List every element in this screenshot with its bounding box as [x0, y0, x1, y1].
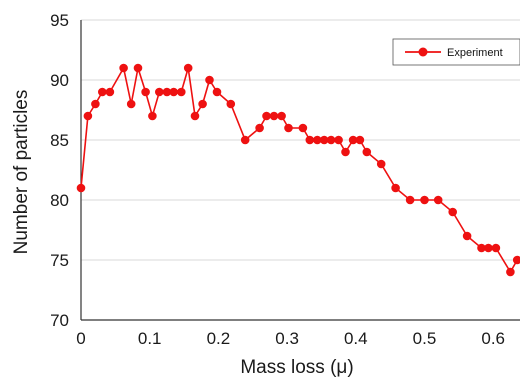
- data-point[interactable]: [305, 135, 315, 145]
- data-point[interactable]: [98, 87, 107, 97]
- gridlines: [81, 19, 520, 261]
- data-point[interactable]: [162, 87, 172, 97]
- data-point[interactable]: [105, 87, 115, 97]
- data-point[interactable]: [462, 231, 472, 241]
- data-point[interactable]: [240, 135, 250, 145]
- legend-label-experiment: Experiment: [447, 47, 503, 59]
- axes: [80, 20, 520, 321]
- data-point[interactable]: [484, 243, 493, 253]
- x-tick-label: 0: [76, 329, 85, 348]
- x-tick-label: 0.4: [344, 329, 368, 348]
- data-point[interactable]: [119, 63, 128, 73]
- x-axis-title: Mass loss (μ): [240, 357, 353, 378]
- y-tick-label: 90: [50, 71, 69, 90]
- data-point[interactable]: [76, 183, 86, 193]
- data-point[interactable]: [512, 255, 520, 265]
- data-point[interactable]: [420, 195, 429, 205]
- data-point[interactable]: [141, 87, 150, 97]
- data-point[interactable]: [326, 135, 336, 145]
- data-point[interactable]: [212, 87, 222, 97]
- data-point[interactable]: [277, 111, 286, 121]
- data-point[interactable]: [126, 99, 136, 109]
- y-tick-label: 80: [50, 191, 69, 210]
- data-point[interactable]: [205, 75, 214, 85]
- data-point[interactable]: [313, 135, 322, 145]
- legend-marker-swatch: [418, 47, 428, 57]
- data-point[interactable]: [491, 243, 501, 253]
- y-tick-label: 70: [50, 311, 69, 330]
- data-point[interactable]: [198, 99, 207, 109]
- data-point[interactable]: [148, 111, 157, 121]
- data-point[interactable]: [298, 123, 308, 133]
- data-point[interactable]: [319, 135, 329, 145]
- data-point[interactable]: [376, 159, 386, 169]
- data-point[interactable]: [391, 183, 400, 193]
- data-point[interactable]: [348, 135, 358, 145]
- data-point[interactable]: [355, 135, 365, 145]
- x-tick-label: 0.5: [413, 329, 437, 348]
- data-point[interactable]: [506, 267, 515, 277]
- data-point[interactable]: [190, 111, 200, 121]
- data-point[interactable]: [255, 123, 264, 133]
- data-series: [76, 63, 520, 277]
- data-point[interactable]: [83, 111, 93, 121]
- data-point[interactable]: [341, 147, 350, 157]
- data-point[interactable]: [448, 207, 458, 217]
- data-point[interactable]: [169, 87, 178, 97]
- x-tick-labels: 0 0.1 0.2 0.3 0.4 0.5 0.6: [76, 329, 505, 348]
- x-tick-label: 0.3: [275, 329, 299, 348]
- data-point[interactable]: [262, 111, 271, 121]
- data-point[interactable]: [433, 195, 443, 205]
- data-point[interactable]: [269, 111, 279, 121]
- data-point[interactable]: [155, 87, 164, 97]
- data-point[interactable]: [226, 99, 236, 109]
- x-tick-label: 0.6: [481, 329, 505, 348]
- y-axis-title: Number of particles: [11, 90, 32, 255]
- data-point[interactable]: [91, 99, 100, 109]
- y-tick-label: 75: [50, 251, 69, 270]
- data-point[interactable]: [183, 63, 193, 73]
- data-point[interactable]: [334, 135, 343, 145]
- data-point[interactable]: [177, 87, 186, 97]
- x-tick-label: 0.2: [207, 329, 231, 348]
- y-tick-labels: 70 75 80 85 90 95: [50, 11, 69, 330]
- series-line-experiment: [80, 65, 518, 274]
- y-tick-label: 95: [50, 11, 69, 30]
- data-point[interactable]: [405, 195, 415, 205]
- data-point[interactable]: [477, 243, 486, 253]
- data-point[interactable]: [133, 63, 143, 73]
- legend[interactable]: Experiment: [392, 38, 520, 66]
- x-tick-label: 0.1: [138, 329, 162, 348]
- y-tick-label: 85: [50, 131, 69, 150]
- data-point[interactable]: [284, 123, 293, 133]
- data-point[interactable]: [362, 147, 372, 157]
